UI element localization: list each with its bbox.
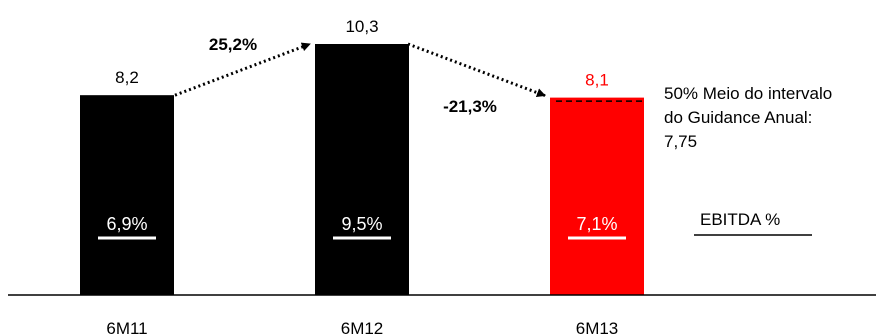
guidance-note-line-1: 50% Meio do intervalo xyxy=(664,84,832,103)
value-label-6m13: 8,1 xyxy=(585,71,609,90)
category-label-6m11: 6M11 xyxy=(106,319,147,336)
value-label-6m11: 8,2 xyxy=(115,68,139,87)
guidance-note-line-3: 7,75 xyxy=(664,132,697,151)
growth-arrow-1 xyxy=(174,42,311,97)
bar-6m13 xyxy=(550,97,644,295)
growth-label-1: 25,2% xyxy=(209,35,257,54)
ebitda-margin-6m13: 7,1% xyxy=(576,214,617,234)
ebitda-margin-6m12: 9,5% xyxy=(341,214,382,234)
ebitda-legend-label: EBITDA % xyxy=(700,210,780,229)
category-label-6m13: 6M13 xyxy=(576,319,619,336)
growth-label-2: -21,3% xyxy=(443,97,497,116)
guidance-note-line-2: do Guidance Anual: xyxy=(664,108,812,127)
bar-6m12 xyxy=(315,44,409,295)
growth-arrow-2 xyxy=(407,42,546,98)
value-label-6m12: 10,3 xyxy=(345,17,378,36)
category-label-6m12: 6M12 xyxy=(341,319,384,336)
ebitda-margin-6m11: 6,9% xyxy=(106,214,147,234)
bar-6m11 xyxy=(80,95,174,295)
